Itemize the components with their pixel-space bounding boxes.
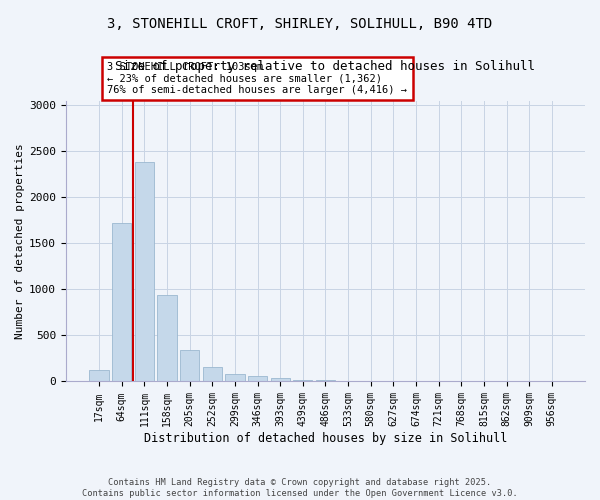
Bar [293,380,313,382]
Bar [316,380,335,382]
X-axis label: Distribution of detached houses by size in Solihull: Distribution of detached houses by size … [144,432,507,445]
Bar [225,374,245,382]
Bar [157,295,176,382]
Bar [338,380,358,382]
Text: 3 STONEHILL CROFT: 103sqm
← 23% of detached houses are smaller (1,362)
76% of se: 3 STONEHILL CROFT: 103sqm ← 23% of detac… [107,62,407,96]
Title: Size of property relative to detached houses in Solihull: Size of property relative to detached ho… [115,60,535,74]
Bar [271,378,290,382]
Bar [203,367,222,382]
Text: Contains HM Land Registry data © Crown copyright and database right 2025.
Contai: Contains HM Land Registry data © Crown c… [82,478,518,498]
Bar [248,376,267,382]
Y-axis label: Number of detached properties: Number of detached properties [15,144,25,339]
Bar [112,223,131,382]
Text: 3, STONEHILL CROFT, SHIRLEY, SOLIHULL, B90 4TD: 3, STONEHILL CROFT, SHIRLEY, SOLIHULL, B… [107,18,493,32]
Bar [89,370,109,382]
Bar [135,162,154,382]
Bar [180,350,199,382]
